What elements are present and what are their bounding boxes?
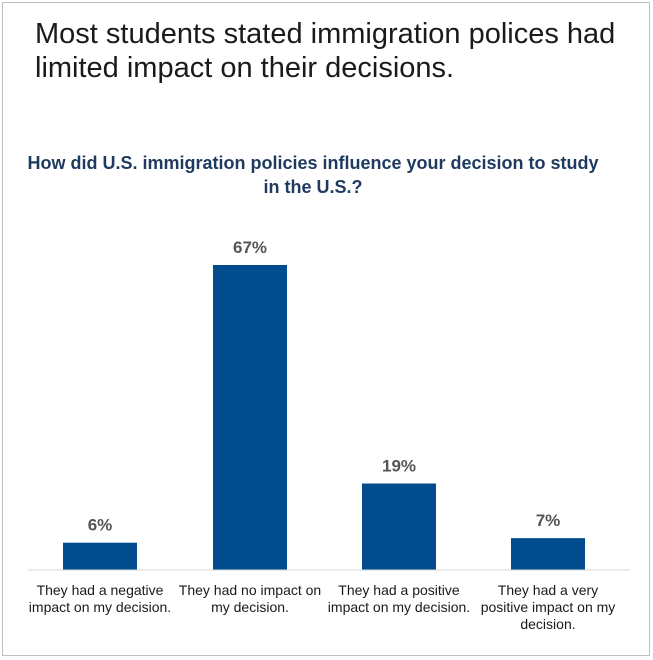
bar-value-label-3: 19% (382, 457, 416, 476)
bar-3 (362, 483, 436, 570)
bar-value-label-2: 67% (233, 238, 267, 257)
headline: Most students stated immigration polices… (35, 18, 616, 84)
category-label-3: They had a positive impact on my decisio… (327, 582, 471, 615)
bar-2 (213, 265, 287, 570)
bar-4 (511, 538, 585, 570)
bar-1 (63, 542, 137, 570)
chart-title: How did U.S. immigration policies influe… (27, 153, 599, 197)
bar-value-label-1: 6% (88, 516, 113, 535)
category-label-4: They had a very positive impact on my de… (480, 582, 616, 632)
category-label-1: They had a negative impact on my decisio… (28, 582, 172, 615)
bar-value-label-4: 7% (536, 511, 561, 530)
category-label-2: They had no impact on my decision. (178, 582, 322, 615)
